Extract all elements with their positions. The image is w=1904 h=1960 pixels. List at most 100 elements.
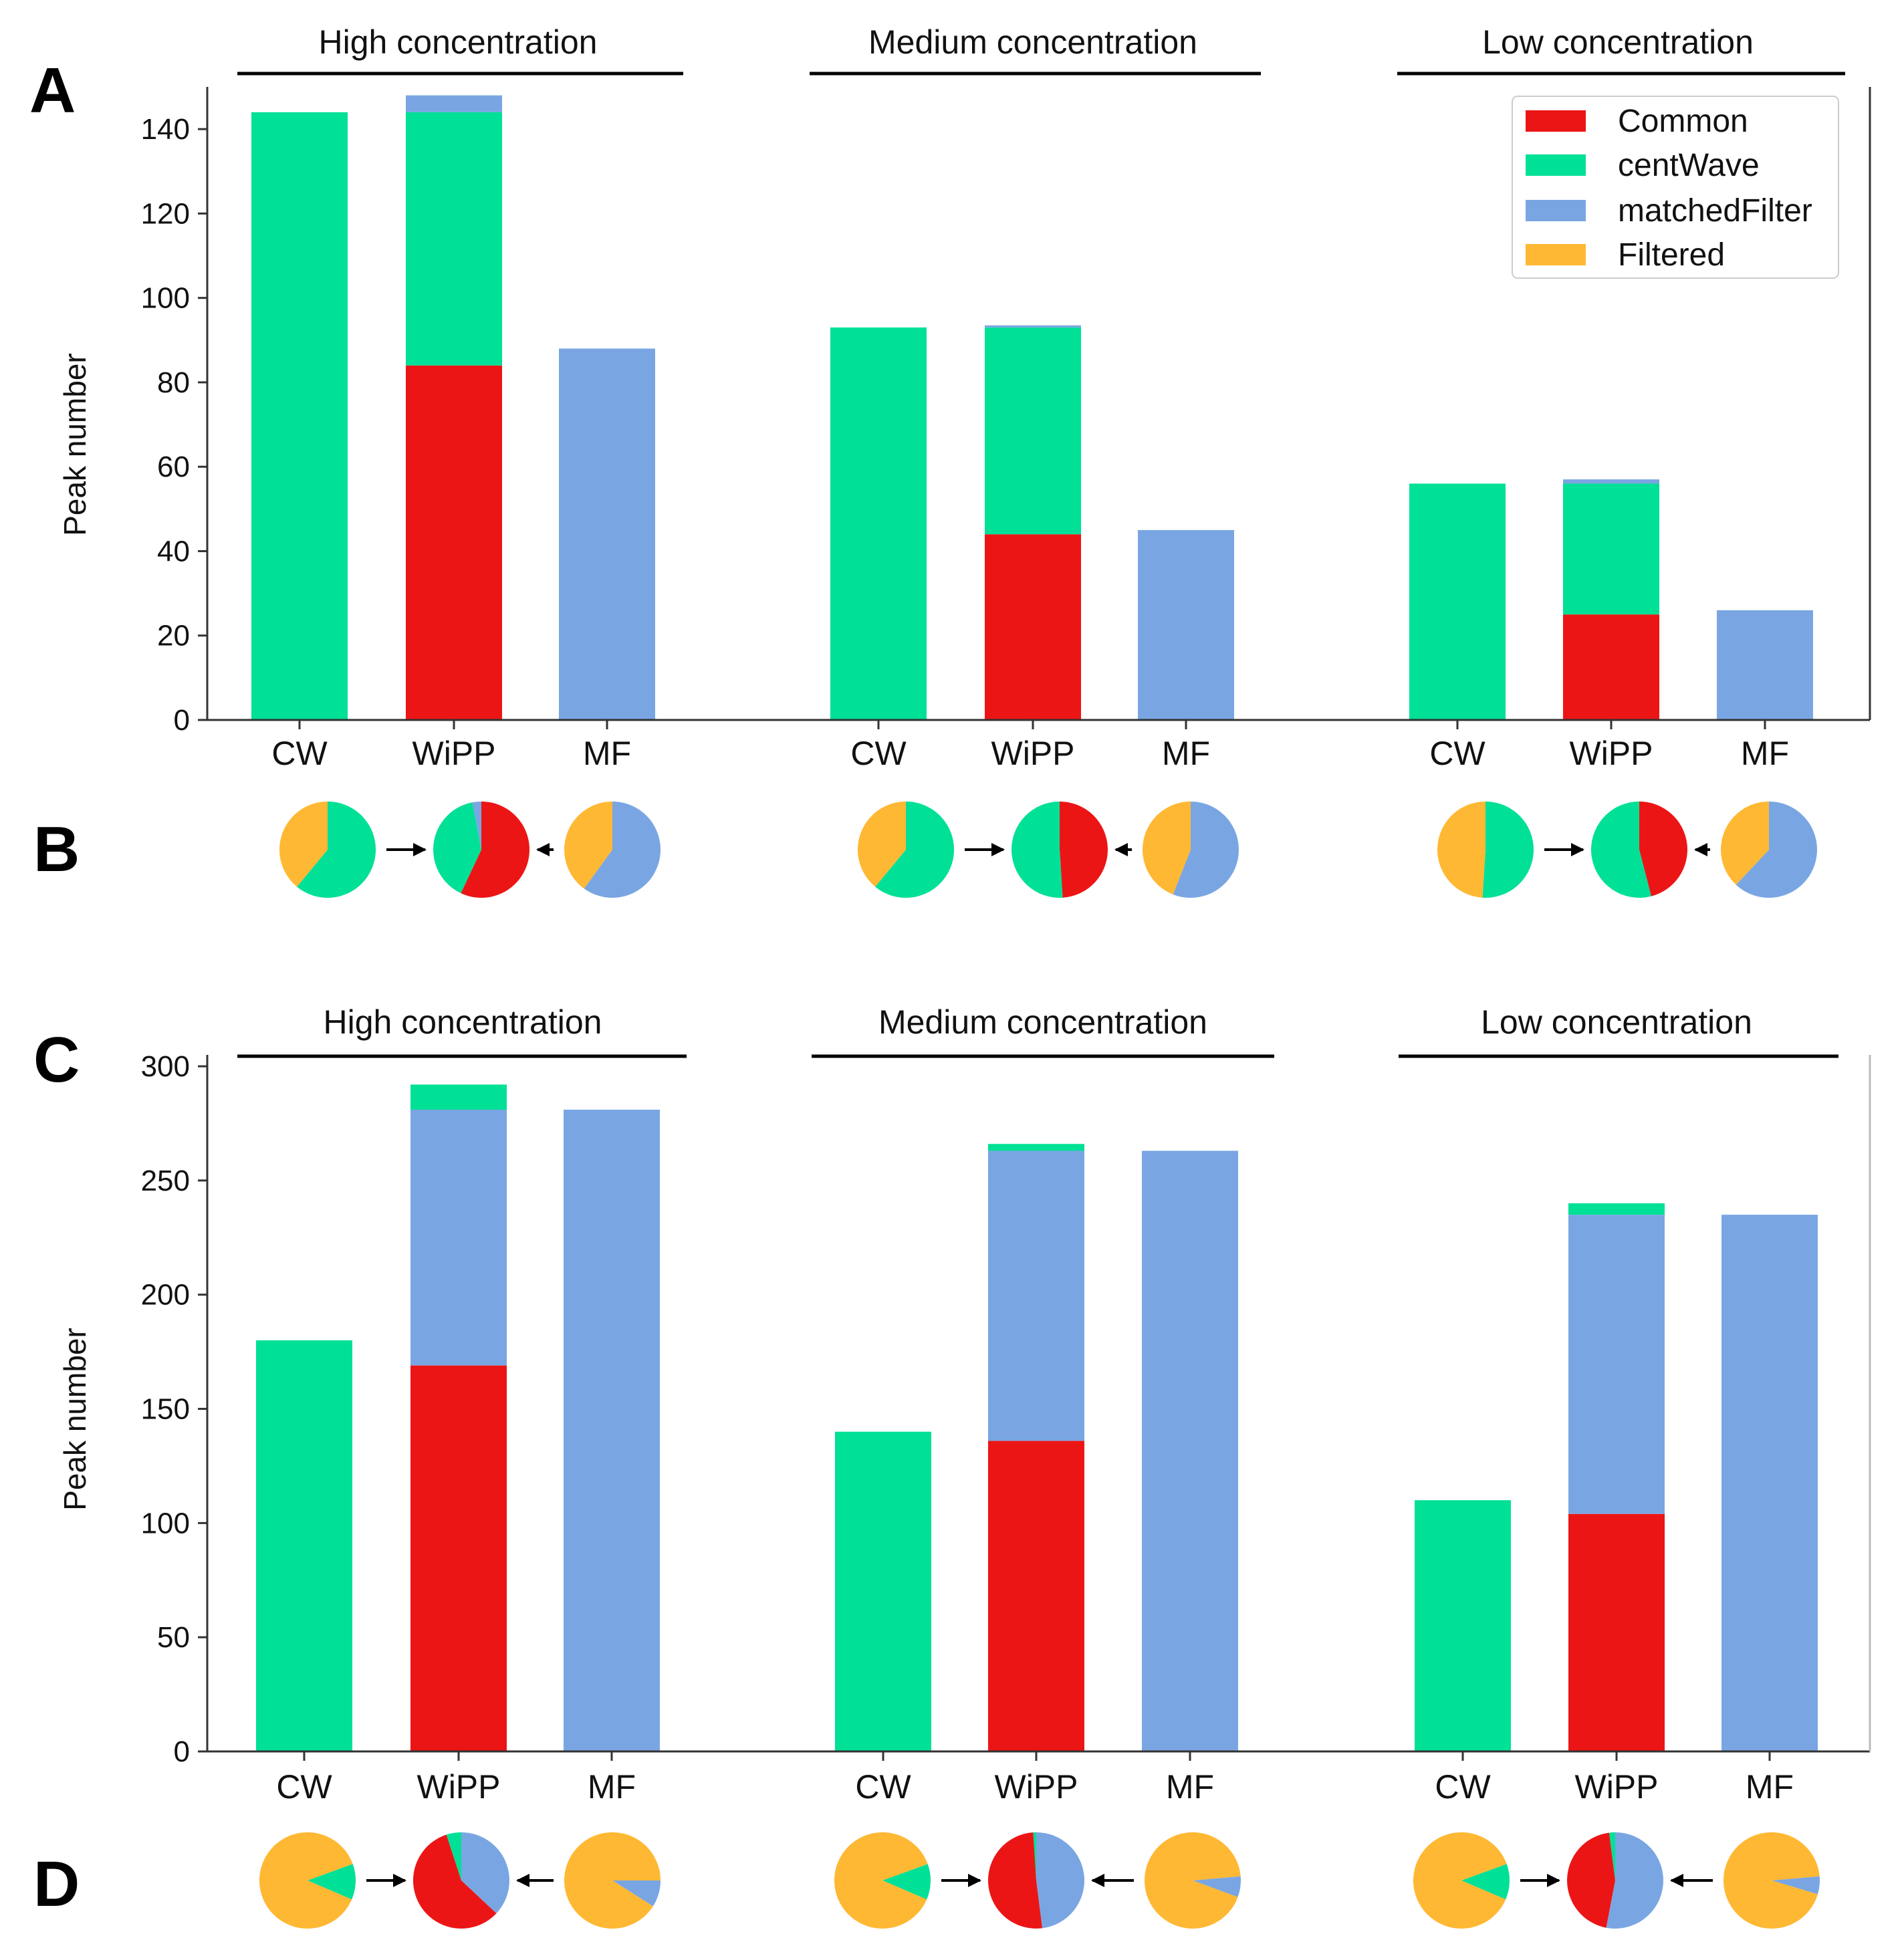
category-label-a-low-concentration-wipp: WiPP xyxy=(1570,735,1653,772)
y-tick-label-c-50: 50 xyxy=(157,1621,190,1654)
pie-slice-b-1-1-common xyxy=(1060,802,1108,898)
y-tick-label-c-0: 0 xyxy=(174,1735,190,1768)
bar-c-high-concentration-mf-matchedfilter xyxy=(564,1109,660,1751)
pie-slice-d-2-1-matchedfilter xyxy=(1606,1832,1664,1929)
pie-slice-b-0-1-common xyxy=(461,802,529,898)
y-tick-label-a-140: 140 xyxy=(141,113,190,146)
legend-swatch-filtered xyxy=(1526,244,1586,265)
pie-slice-b-0-0-centwave xyxy=(297,802,376,898)
group-title-c-low-concentration: Low concentration xyxy=(1481,1003,1752,1041)
y-tick-label-c-150: 150 xyxy=(141,1393,190,1426)
bar-a-medium-concentration-cw-centwave xyxy=(830,327,927,720)
y-tick-label-c-250: 250 xyxy=(141,1165,190,1197)
bar-a-low-concentration-wipp-matchedfilter xyxy=(1563,479,1659,484)
group-title-c-high-concentration: High concentration xyxy=(324,1003,602,1041)
category-label-c-medium-concentration-cw: CW xyxy=(855,1768,911,1806)
legend-swatch-centwave xyxy=(1526,154,1586,176)
pie-slice-b-0-2-filtered xyxy=(564,802,612,889)
bar-a-low-concentration-wipp-centwave xyxy=(1563,483,1659,615)
chart-a: CW WiPP MF CW WiPP MF CW WiPP MF 0 20 40 60 80 100 120 1… xyxy=(57,23,1871,772)
pie-slice-d-1-2-filtered xyxy=(1145,1832,1241,1929)
pie-slice-d-2-2-filtered xyxy=(1723,1832,1820,1929)
bar-c-high-concentration-wipp-common xyxy=(410,1365,507,1751)
pie-slice-b-2-0-filtered xyxy=(1437,802,1485,898)
category-label-a-medium-concentration-mf: MF xyxy=(1162,735,1210,772)
bar-a-medium-concentration-wipp-centwave xyxy=(985,327,1081,535)
bar-c-high-concentration-wipp-centwave xyxy=(410,1084,507,1110)
category-label-c-medium-concentration-mf: MF xyxy=(1166,1768,1214,1806)
pie-slice-b-2-2-matchedfilter xyxy=(1736,802,1817,898)
y-tick-label-a-80: 80 xyxy=(157,366,190,399)
category-label-a-high-concentration-cw: CW xyxy=(271,735,328,772)
bar-c-high-concentration-cw-centwave xyxy=(256,1340,352,1751)
pie-slice-d-0-2-matchedfilter xyxy=(612,1880,661,1907)
pies-b xyxy=(279,802,1817,898)
pie-slice-b-2-0-centwave xyxy=(1482,802,1534,898)
category-label-a-high-concentration-wipp: WiPP xyxy=(412,735,496,772)
chart-c: CW WiPP MF CW WiPP MF CW WiPP MF 0 50 100 150 200 250 3… xyxy=(57,1003,1871,1806)
legend-swatch-matchedfilter xyxy=(1526,200,1586,221)
pie-slice-b-2-1-common xyxy=(1639,802,1688,896)
bar-a-low-concentration-wipp-common xyxy=(1563,614,1659,720)
bar-a-high-concentration-wipp-centwave xyxy=(406,112,502,366)
legend-frame xyxy=(1512,96,1839,279)
bar-c-low-concentration-wipp-common xyxy=(1568,1513,1665,1751)
bar-c-medium-concentration-wipp-matchedfilter xyxy=(988,1150,1084,1441)
bar-c-medium-concentration-cw-centwave xyxy=(835,1431,931,1751)
category-label-c-low-concentration-mf: MF xyxy=(1746,1768,1794,1806)
y-tick-label-c-300: 300 xyxy=(141,1050,190,1083)
pie-slice-d-2-1-centwave xyxy=(1609,1832,1615,1880)
bar-a-medium-concentration-wipp-matchedfilter xyxy=(985,325,1081,328)
pie-slice-b-1-1-centwave xyxy=(1011,802,1063,898)
category-label-c-medium-concentration-wipp: WiPP xyxy=(995,1768,1078,1806)
pies-d xyxy=(259,1832,1820,1929)
legend-label-matchedfilter: matchedFilter xyxy=(1618,193,1812,229)
y-tick-label-a-20: 20 xyxy=(157,620,190,652)
category-label-a-medium-concentration-wipp: WiPP xyxy=(991,735,1075,772)
y-tick-label-c-100: 100 xyxy=(141,1507,190,1540)
pie-slice-b-0-0-filtered xyxy=(279,802,328,887)
legend-swatch-common xyxy=(1526,110,1586,132)
group-title-a-medium-concentration: Medium concentration xyxy=(868,23,1197,61)
legend: Common centWave matchedFilter Filtered xyxy=(1512,96,1839,279)
pie-slice-d-0-0-centwave xyxy=(308,1864,356,1900)
pie-slice-d-2-1-common xyxy=(1566,1832,1615,1928)
category-label-c-low-concentration-cw: CW xyxy=(1435,1768,1491,1806)
legend-label-common: Common xyxy=(1618,104,1748,139)
pie-slice-b-2-1-centwave xyxy=(1591,802,1651,898)
panel-label-c: C xyxy=(33,1024,80,1096)
y-tick-label-a-100: 100 xyxy=(141,282,190,315)
pie-slice-d-1-1-matchedfilter xyxy=(1036,1832,1085,1929)
bar-c-low-concentration-wipp-matchedfilter xyxy=(1568,1215,1665,1514)
bar-c-medium-concentration-wipp-centwave xyxy=(988,1144,1084,1151)
bar-c-high-concentration-wipp-matchedfilter xyxy=(410,1109,507,1366)
pie-slice-d-1-1-common xyxy=(988,1832,1043,1929)
bar-a-medium-concentration-wipp-common xyxy=(985,534,1081,720)
pie-slice-d-2-0-filtered xyxy=(1413,1832,1507,1929)
y-tick-label-a-120: 120 xyxy=(141,197,190,230)
category-label-c-high-concentration-wipp: WiPP xyxy=(417,1768,501,1806)
pie-slice-d-2-2-matchedfilter xyxy=(1772,1876,1820,1894)
pie-slice-b-1-0-centwave xyxy=(875,802,955,898)
pie-slice-d-2-0-centwave xyxy=(1461,1864,1510,1900)
pie-slice-d-0-1-centwave xyxy=(446,1832,461,1880)
bar-c-medium-concentration-wipp-common xyxy=(988,1441,1084,1751)
y-tick-label-a-60: 60 xyxy=(157,451,190,483)
legend-label-centwave: centWave xyxy=(1618,148,1760,183)
bar-a-low-concentration-mf-matchedfilter xyxy=(1717,610,1813,720)
bar-a-high-concentration-cw-centwave xyxy=(251,112,348,720)
y-axis-label-a: Peak number xyxy=(57,353,92,536)
y-tick-label-c-200: 200 xyxy=(141,1279,190,1312)
group-title-c-medium-concentration: Medium concentration xyxy=(878,1003,1207,1041)
panel-label-d: D xyxy=(33,1848,80,1920)
category-label-a-medium-concentration-cw: CW xyxy=(850,735,907,772)
category-label-a-low-concentration-mf: MF xyxy=(1741,735,1789,772)
pie-slice-d-1-0-filtered xyxy=(834,1832,928,1929)
pie-slice-b-1-2-matchedfilter xyxy=(1173,802,1239,898)
panel-label-a: A xyxy=(29,55,76,126)
category-label-c-high-concentration-mf: MF xyxy=(588,1768,636,1806)
pie-slice-d-0-1-matchedfilter xyxy=(461,1832,509,1914)
pie-slice-d-1-1-centwave xyxy=(1033,1832,1036,1880)
pie-slice-d-0-1-common xyxy=(412,1834,497,1929)
